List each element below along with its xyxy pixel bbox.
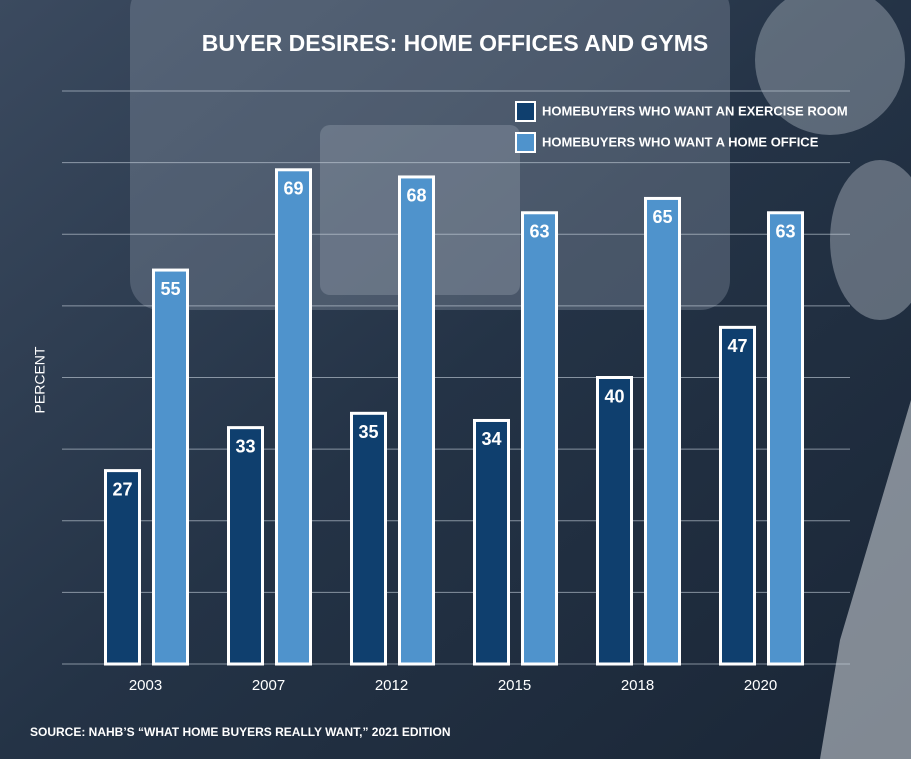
bar: [473, 418, 510, 666]
bar: [398, 175, 435, 666]
legend-label: HOMEBUYERS WHO WANT AN EXERCISE ROOM: [542, 103, 848, 118]
value-label: 40: [604, 386, 624, 406]
value-label: 63: [529, 222, 549, 242]
bar: [275, 168, 312, 666]
bar: [104, 469, 141, 666]
value-label: 34: [481, 429, 501, 449]
bar: [227, 426, 264, 666]
mouse-decor: [830, 160, 911, 320]
bar: [152, 268, 189, 666]
cup-decor: [755, 0, 905, 135]
chart-title: BUYER DESIRES: HOME OFFICES AND GYMS: [202, 30, 708, 56]
x-tick-label: 2018: [621, 677, 654, 694]
x-tick-label: 2012: [375, 677, 408, 694]
value-label: 68: [406, 186, 426, 206]
source-note: SOURCE: NAHB’S “WHAT HOME BUYERS REALLY …: [30, 725, 451, 739]
y-axis-label: PERCENT: [32, 346, 48, 413]
value-label: 35: [358, 422, 378, 442]
value-label: 47: [727, 336, 747, 356]
x-tick-label: 2015: [498, 677, 531, 694]
notebook-decor: [820, 400, 911, 759]
bar: [644, 196, 681, 666]
value-label: 55: [160, 279, 180, 299]
legend-label: HOMEBUYERS WHO WANT A HOME OFFICE: [542, 134, 819, 149]
bar: [596, 376, 633, 666]
value-label: 69: [283, 179, 303, 199]
plot-area: 2003 27 55 2007 33 69 2012 35 68 2015 34 63 2018 40 65…: [62, 90, 850, 694]
value-label: 27: [112, 479, 132, 499]
bar: [350, 411, 387, 666]
legend-swatch: [515, 132, 536, 153]
value-label: 33: [235, 436, 255, 456]
value-label: 63: [775, 222, 795, 242]
bar: [719, 325, 756, 666]
x-tick-label: 2007: [252, 677, 285, 694]
bar: [521, 211, 558, 666]
value-label: 65: [652, 207, 672, 227]
x-tick-label: 2020: [744, 677, 777, 694]
legend-swatch: [515, 101, 536, 122]
x-tick-label: 2003: [129, 677, 162, 694]
bar: [767, 211, 804, 666]
